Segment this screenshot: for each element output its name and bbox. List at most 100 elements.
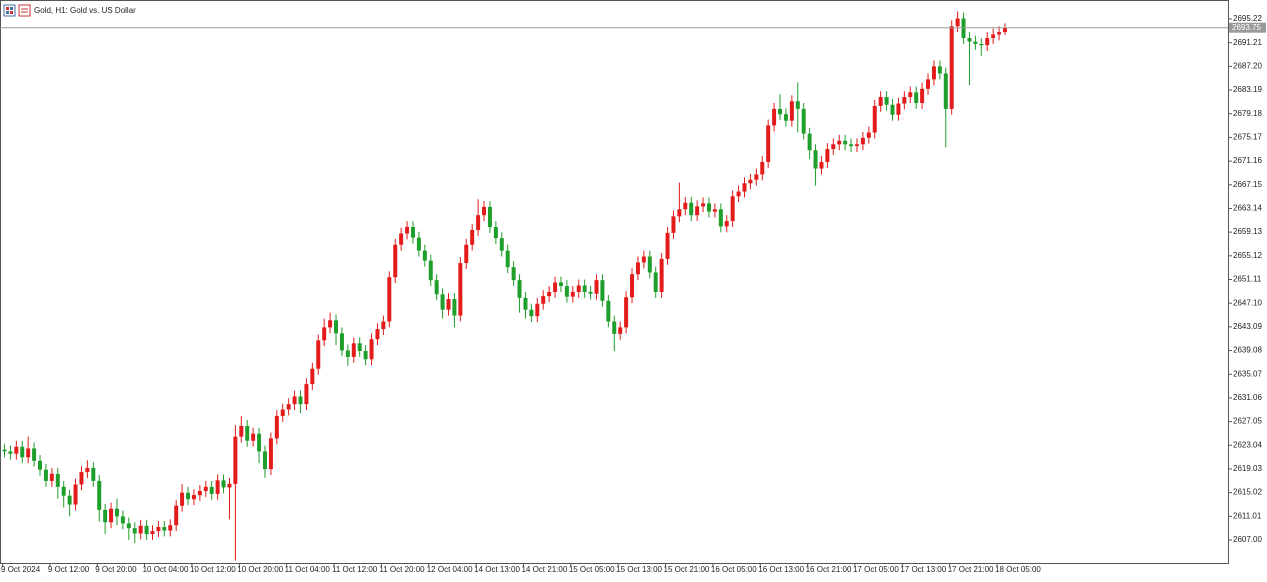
- candle-body: [132, 528, 137, 534]
- candle-body: [55, 473, 60, 487]
- candle-body: [174, 505, 179, 526]
- y-tick-label: 2667.15: [1233, 180, 1262, 189]
- y-tick-label: 2679.18: [1233, 109, 1262, 118]
- candle-body: [405, 226, 410, 234]
- candle-body: [476, 215, 481, 230]
- candle-body: [1002, 27, 1007, 33]
- candle-body: [251, 433, 256, 441]
- candle-body: [422, 250, 427, 261]
- y-tick-label: 2607.00: [1233, 535, 1262, 544]
- candle-body: [659, 258, 664, 292]
- candle-body: [2, 449, 7, 452]
- candle-body: [85, 467, 90, 473]
- candle-body: [606, 300, 611, 322]
- y-tick-label: 2647.10: [1233, 298, 1262, 307]
- x-tick-label: 11 Oct 20:00: [379, 565, 425, 574]
- candle-body: [387, 277, 392, 322]
- candle-body: [227, 483, 232, 488]
- candle-body: [724, 221, 729, 227]
- candle-body: [428, 260, 433, 281]
- candle-body: [511, 267, 516, 281]
- candle-body: [653, 272, 658, 292]
- candle-body: [807, 133, 812, 151]
- y-tick-label: 2675.17: [1233, 133, 1262, 142]
- candle-body: [748, 179, 753, 184]
- candle-body: [61, 486, 66, 496]
- candle-body: [553, 282, 558, 292]
- x-tick-label: 9 Oct 20:00: [95, 565, 137, 574]
- candle-body: [203, 486, 208, 491]
- candle-body: [706, 203, 711, 212]
- candle-body: [32, 448, 37, 461]
- y-tick-label: 2627.05: [1233, 417, 1262, 426]
- candle-body: [967, 38, 972, 42]
- candle-body: [564, 286, 569, 297]
- candle-body: [452, 299, 457, 316]
- candle-body: [677, 209, 682, 217]
- candle-body: [144, 525, 149, 535]
- candle-body: [434, 280, 439, 295]
- candle-body: [245, 425, 250, 441]
- candle-body: [801, 108, 806, 134]
- x-tick-label: 11 Oct 12:00: [332, 565, 378, 574]
- chart-title: Gold, H1: Gold vs. US Dollar: [34, 6, 136, 15]
- candle-body: [257, 433, 262, 452]
- candle-body: [470, 229, 475, 245]
- y-tick-label: 2695.22: [1233, 14, 1262, 23]
- candle-body: [843, 140, 848, 145]
- candle-body: [695, 206, 700, 216]
- candle-body: [760, 162, 765, 175]
- candle-body: [766, 125, 771, 163]
- candle-body: [854, 144, 859, 147]
- candle-body: [292, 396, 297, 405]
- candle-body: [487, 206, 492, 227]
- x-tick-label: 16 Oct 21:00: [806, 565, 852, 574]
- candle-body: [345, 350, 350, 357]
- x-tick-label: 14 Oct 13:00: [474, 565, 520, 574]
- candle-body: [310, 368, 315, 385]
- candle-body: [363, 351, 368, 360]
- candle-body: [926, 79, 931, 89]
- candle-body: [120, 516, 125, 524]
- candle-body: [612, 321, 617, 334]
- candle-body: [594, 280, 599, 294]
- candle-body: [97, 480, 102, 510]
- candle-body: [298, 396, 303, 405]
- candle-body: [630, 274, 635, 298]
- y-tick-label: 2683.19: [1233, 85, 1262, 94]
- candle-body: [381, 321, 386, 330]
- candle-body: [375, 329, 380, 340]
- candle-body: [618, 327, 623, 334]
- candle-body: [103, 509, 108, 523]
- candle-body: [997, 32, 1002, 35]
- candle-body: [671, 216, 676, 233]
- candle-body: [20, 446, 25, 458]
- candle-body: [778, 108, 783, 115]
- candle-body: [215, 480, 220, 494]
- x-tick-label: 10 Oct 12:00: [190, 565, 236, 574]
- candle-body: [890, 104, 895, 115]
- candle-body: [813, 150, 818, 169]
- candle-body: [547, 291, 552, 297]
- y-tick-label: 2635.07: [1233, 369, 1262, 378]
- candle-body: [274, 415, 279, 439]
- symbol-icon: [3, 4, 31, 17]
- candle-body: [884, 97, 889, 105]
- candle-body: [582, 285, 587, 292]
- candle-body: [831, 144, 836, 150]
- candle-body: [156, 526, 161, 532]
- candle-body: [979, 43, 984, 46]
- candle-body: [931, 66, 936, 80]
- candle-body: [191, 495, 196, 500]
- candle-body: [730, 196, 735, 222]
- candle-body: [416, 237, 421, 251]
- x-tick-label: 15 Oct 05:00: [569, 565, 615, 574]
- candle-body: [49, 473, 54, 481]
- candle-body: [339, 333, 344, 351]
- candle-body: [772, 108, 777, 126]
- candle-body: [523, 297, 528, 310]
- y-tick-label: 2631.06: [1233, 393, 1262, 402]
- candle-body: [908, 92, 913, 98]
- candle-body: [949, 26, 954, 109]
- candle-body: [943, 73, 948, 109]
